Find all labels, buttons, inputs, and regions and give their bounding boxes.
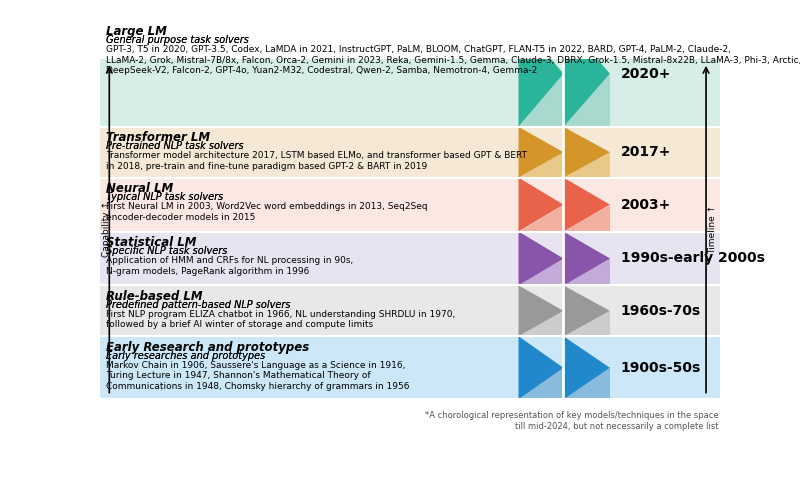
Polygon shape — [518, 311, 563, 336]
Polygon shape — [563, 74, 610, 127]
Polygon shape — [518, 74, 563, 127]
Text: Timeline ↑: Timeline ↑ — [708, 205, 717, 254]
Polygon shape — [563, 336, 610, 400]
Text: 2017+: 2017+ — [621, 145, 671, 159]
Text: Predefined pattern-based NLP solvers: Predefined pattern-based NLP solvers — [106, 300, 290, 310]
Text: Capability ↑: Capability ↑ — [102, 201, 110, 257]
Text: Statistical LM: Statistical LM — [106, 236, 197, 249]
Text: Early researches and prototypes: Early researches and prototypes — [106, 351, 266, 361]
Text: Early researches and prototypes: Early researches and prototypes — [106, 351, 266, 361]
Text: Specific NLP task solvers: Specific NLP task solvers — [106, 246, 227, 256]
Text: 1960s-70s: 1960s-70s — [621, 304, 701, 318]
Text: Rule-based LM: Rule-based LM — [106, 290, 203, 303]
Polygon shape — [563, 178, 610, 232]
Text: Neural LM: Neural LM — [106, 182, 174, 195]
Text: Large LM: Large LM — [106, 25, 167, 38]
Text: Pre-trained NLP task solvers: Pre-trained NLP task solvers — [106, 141, 244, 152]
Text: General purpose task solvers: General purpose task solvers — [106, 35, 249, 45]
Polygon shape — [563, 127, 610, 178]
Polygon shape — [563, 285, 610, 336]
Text: 1900s-50s: 1900s-50s — [621, 361, 701, 375]
Polygon shape — [518, 178, 563, 232]
Polygon shape — [518, 258, 563, 285]
Polygon shape — [518, 285, 563, 336]
Polygon shape — [563, 368, 610, 400]
Text: 2020+: 2020+ — [621, 67, 671, 81]
Text: General purpose task solvers: General purpose task solvers — [106, 35, 249, 45]
Text: Specific NLP task solvers: Specific NLP task solvers — [106, 246, 227, 256]
Text: *A chorological representation of key models/techniques in the space
till mid-20: *A chorological representation of key mo… — [425, 411, 718, 430]
Text: First Neural LM in 2003, Word2Vec word embeddings in 2013, Seq2Seq
encoder-decod: First Neural LM in 2003, Word2Vec word e… — [106, 202, 428, 222]
Polygon shape — [518, 336, 563, 400]
Text: Application of HMM and CRFs for NL processing in 90s,
N-gram models, PageRank al: Application of HMM and CRFs for NL proce… — [106, 256, 354, 276]
Bar — [100, 336, 720, 400]
Text: Transformer LM: Transformer LM — [106, 131, 210, 145]
Text: 2003+: 2003+ — [621, 198, 671, 212]
Polygon shape — [563, 232, 610, 285]
Text: Transformer model architecture 2017, LSTM based ELMo, and transformer based GPT : Transformer model architecture 2017, LST… — [106, 152, 527, 171]
Text: Markov Chain in 1906, Saussere's Language as a Science in 1916,
Turing Lecture i: Markov Chain in 1906, Saussere's Languag… — [106, 361, 410, 391]
Text: Early Research and prototypes: Early Research and prototypes — [106, 341, 310, 354]
Polygon shape — [563, 205, 610, 232]
Bar — [100, 178, 720, 232]
Polygon shape — [518, 127, 563, 178]
Polygon shape — [518, 21, 563, 127]
Polygon shape — [563, 21, 610, 127]
Polygon shape — [518, 368, 563, 400]
Text: Predefined pattern-based NLP solvers: Predefined pattern-based NLP solvers — [106, 300, 290, 310]
Bar — [100, 285, 720, 336]
Text: Pre-trained NLP task solvers: Pre-trained NLP task solvers — [106, 141, 244, 152]
Text: Typical NLP task solvers: Typical NLP task solvers — [106, 192, 223, 202]
Text: First NLP program ELIZA chatbot in 1966, NL understanding SHRDLU in 1970,
follow: First NLP program ELIZA chatbot in 1966,… — [106, 310, 455, 330]
Bar — [100, 21, 720, 127]
Polygon shape — [563, 311, 610, 336]
Text: GPT-3, T5 in 2020, GPT-3.5, Codex, LaMDA in 2021, InstructGPT, PaLM, BLOOM, Chat: GPT-3, T5 in 2020, GPT-3.5, Codex, LaMDA… — [106, 45, 800, 75]
Polygon shape — [563, 258, 610, 285]
Polygon shape — [518, 152, 563, 178]
Polygon shape — [563, 152, 610, 178]
Polygon shape — [518, 205, 563, 232]
Bar — [100, 232, 720, 285]
Text: 1990s-early 2000s: 1990s-early 2000s — [621, 251, 765, 266]
Text: Typical NLP task solvers: Typical NLP task solvers — [106, 192, 223, 202]
Polygon shape — [518, 232, 563, 285]
Bar — [100, 127, 720, 178]
